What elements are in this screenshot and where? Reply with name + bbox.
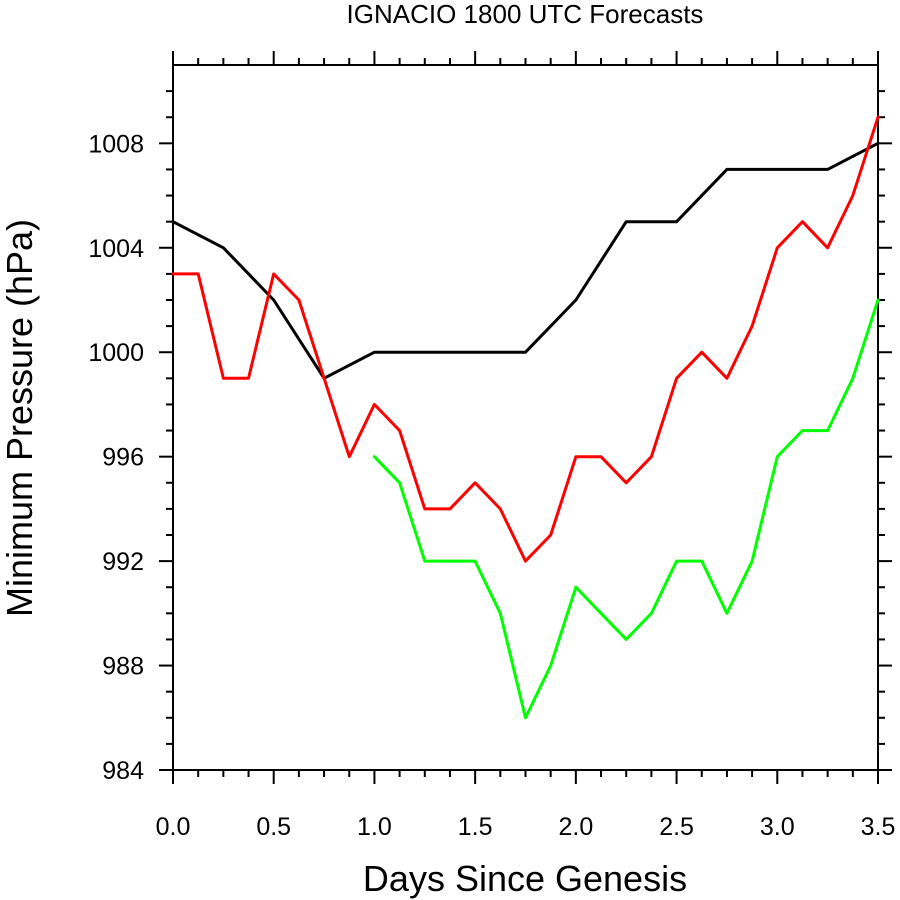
x-tick-label: 2.0 bbox=[558, 813, 593, 841]
y-tick-label: 984 bbox=[102, 757, 144, 785]
series-line-1 bbox=[171, 141, 880, 380]
chart-title: IGNACIO 1800 UTC Forecasts bbox=[347, 0, 704, 29]
y-tick-label: 988 bbox=[102, 653, 144, 681]
series-line-2 bbox=[171, 115, 880, 563]
series-line-3 bbox=[372, 298, 880, 720]
y-tick-label: 1000 bbox=[88, 339, 144, 367]
y-tick-label: 1008 bbox=[88, 130, 144, 158]
x-tick-label: 3.0 bbox=[760, 813, 795, 841]
x-tick-label: 1.0 bbox=[357, 813, 392, 841]
y-tick-label: 1004 bbox=[88, 235, 144, 263]
x-axis-title: Days Since Genesis bbox=[363, 858, 687, 899]
x-tick-label: 0.5 bbox=[256, 813, 291, 841]
x-tick-label: 3.5 bbox=[861, 813, 896, 841]
x-tick-label: 2.5 bbox=[659, 813, 694, 841]
y-axis-title: Minimum Pressure (hPa) bbox=[0, 219, 40, 617]
y-tick-label: 996 bbox=[102, 444, 144, 472]
y-tick-label: 992 bbox=[102, 548, 144, 576]
plot-layer: 0.0 0.5 1.0 1.5 2.0 2.5 3.0 3.5 984 988 992 996 1000… bbox=[88, 51, 895, 841]
x-tick-label: 1.5 bbox=[458, 813, 493, 841]
x-tick-label: 0.0 bbox=[156, 813, 191, 841]
